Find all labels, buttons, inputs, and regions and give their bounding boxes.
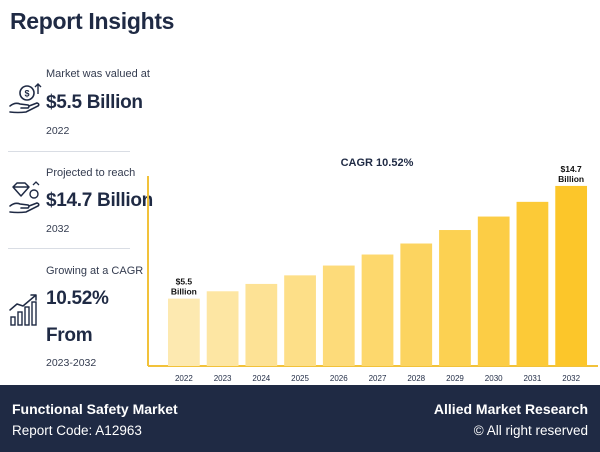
x-tick-label: 2024 bbox=[252, 374, 270, 383]
stat-cagr: Growing at a CAGR 10.52% From 2023-2032 bbox=[8, 265, 143, 369]
stat-projected-value: Projected to reach $14.7 Billion 2032 bbox=[8, 167, 153, 267]
chart-title: CAGR 10.52% bbox=[341, 157, 414, 169]
x-tick-label: 2023 bbox=[214, 374, 232, 383]
stat-label: Projected to reach bbox=[46, 167, 136, 179]
footer-brand: Allied Market Research bbox=[433, 401, 588, 417]
bar-2024 bbox=[245, 283, 278, 366]
bar-2028 bbox=[400, 243, 433, 366]
bar-2025 bbox=[284, 275, 316, 366]
x-tick-label: 2031 bbox=[524, 374, 542, 383]
bar-2026 bbox=[322, 265, 355, 366]
stat-value: 10.52% bbox=[46, 288, 109, 309]
bar-chart: CAGR 10.52% 2022 2023 2024 2025 2026 2027 2028 2… bbox=[147, 157, 598, 383]
bar-2027 bbox=[361, 254, 394, 366]
stat-value-from: From bbox=[46, 325, 93, 346]
stat-market-value: $ Market was valued at $5.5 Billion 2022 bbox=[8, 68, 150, 168]
footer-rights: © All right reserved bbox=[473, 423, 588, 438]
divider bbox=[8, 151, 130, 152]
bar-2029 bbox=[439, 230, 471, 366]
stat-value: $5.5 Billion bbox=[46, 92, 143, 113]
x-tick-label: 2028 bbox=[407, 374, 425, 383]
footer: Functional Safety Market Report Code: A1… bbox=[0, 385, 600, 452]
divider bbox=[8, 248, 130, 249]
data-label: $14.7 bbox=[561, 164, 583, 174]
page-title: Report Insights bbox=[10, 8, 175, 34]
bar-2022 bbox=[168, 298, 200, 366]
x-tick-label: 2029 bbox=[446, 374, 464, 383]
bar-2031 bbox=[516, 201, 549, 366]
footer-report-code: Report Code: A12963 bbox=[12, 423, 142, 438]
data-label-unit: Billion bbox=[171, 287, 197, 297]
growth-chart-icon bbox=[9, 294, 37, 326]
stat-year: 2023-2032 bbox=[46, 357, 97, 369]
bar-2023 bbox=[206, 291, 239, 366]
money-hand-icon: $ bbox=[9, 83, 42, 114]
x-tick-label: 2026 bbox=[330, 374, 348, 383]
bar-2032 bbox=[555, 185, 588, 366]
stat-year: 2032 bbox=[46, 223, 70, 235]
x-tick-label: 2025 bbox=[291, 374, 309, 383]
stat-label: Growing at a CAGR bbox=[46, 265, 144, 277]
stat-value: $14.7 Billion bbox=[46, 190, 153, 211]
x-tick-label: 2027 bbox=[369, 374, 387, 383]
x-tick-label: 2030 bbox=[485, 374, 503, 383]
data-label-unit: Billion bbox=[558, 174, 584, 184]
data-label: $5.5 bbox=[176, 277, 193, 287]
stat-label: Market was valued at bbox=[46, 68, 150, 80]
footer-market-name: Functional Safety Market bbox=[12, 401, 178, 417]
x-tick-label: 2032 bbox=[562, 374, 580, 383]
diamond-hand-icon bbox=[9, 181, 40, 214]
x-tick-label: 2022 bbox=[175, 374, 193, 383]
bar-2030 bbox=[477, 216, 510, 366]
stat-year: 2022 bbox=[46, 125, 70, 137]
svg-text:$: $ bbox=[24, 89, 29, 99]
